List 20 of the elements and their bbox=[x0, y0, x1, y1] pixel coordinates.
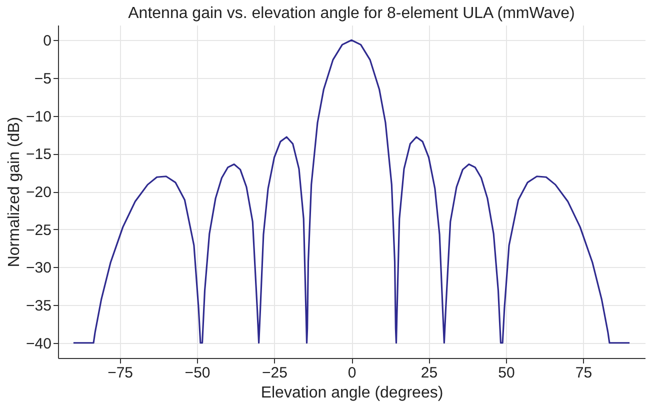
x-axis-title: Elevation angle (degrees) bbox=[260, 384, 444, 402]
x-tick-label: 50 bbox=[498, 364, 515, 382]
y-tick-label: −10 bbox=[26, 108, 52, 126]
line-series bbox=[72, 39, 630, 344]
x-tick-label: 75 bbox=[575, 364, 592, 382]
y-tick-label: −40 bbox=[26, 335, 52, 352]
y-tick-label: −15 bbox=[26, 146, 52, 164]
y-tick-label: 0 bbox=[43, 32, 52, 50]
x-tick-label: 25 bbox=[420, 364, 438, 382]
y-axis-title: Normalized gain (dB) bbox=[6, 116, 24, 268]
x-tick-label: 0 bbox=[348, 364, 356, 382]
y-tick-label: −30 bbox=[26, 260, 52, 277]
y-tick-label: −25 bbox=[26, 222, 52, 239]
y-tick-label: −5 bbox=[34, 70, 52, 88]
x-tick-label: −50 bbox=[184, 364, 210, 382]
chart-title: Antenna gain vs. elevation angle for 8-element ULA (mmWave) bbox=[128, 5, 575, 22]
x-tick-label: −75 bbox=[108, 364, 134, 382]
y-tick-label: −35 bbox=[26, 298, 52, 315]
y-tick-label: −20 bbox=[26, 184, 52, 201]
x-tick-label: −25 bbox=[262, 364, 288, 382]
